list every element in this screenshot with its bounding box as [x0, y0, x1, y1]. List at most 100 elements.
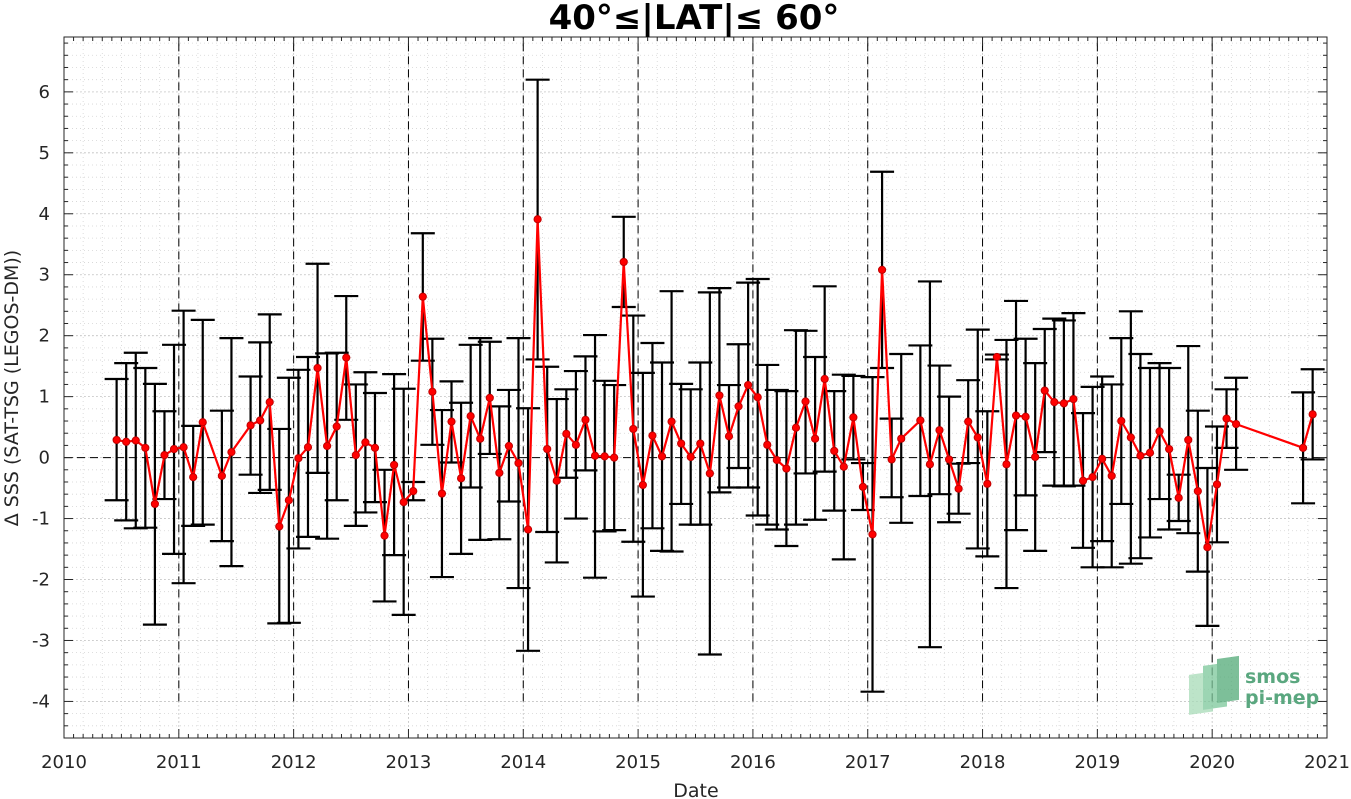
data-point [447, 417, 456, 426]
data-point [323, 441, 332, 451]
data-point [610, 453, 619, 462]
data-point [877, 265, 887, 274]
data-point [179, 443, 188, 452]
data-point [925, 460, 935, 469]
series-markers [112, 215, 1317, 552]
data-point [811, 434, 820, 443]
x-axis-label: Date [673, 780, 718, 799]
data-point [456, 474, 466, 483]
data-point [715, 391, 724, 400]
data-point [275, 522, 284, 531]
data-point [150, 499, 159, 509]
data-point [849, 413, 858, 422]
y-tick-label: 1 [39, 387, 50, 408]
data-point [791, 423, 801, 432]
x-tick-labels: 2010 2011 2012 2013 2014 2015 2016 2017 2018 2019… [41, 752, 1350, 773]
data-point [744, 380, 753, 390]
data-point [705, 469, 714, 478]
data-point [763, 440, 772, 449]
data-point [1136, 451, 1145, 460]
x-tick-label: 2018 [960, 752, 1006, 773]
data-point [600, 452, 609, 461]
data-point [897, 434, 906, 443]
data-point [332, 422, 341, 431]
data-point [112, 435, 121, 445]
data-point [782, 464, 791, 473]
data-point [916, 416, 925, 425]
data-point [1232, 419, 1241, 429]
data-point [964, 417, 973, 426]
data-point [303, 443, 313, 452]
y-axis-label: Δ SSS (SAT-TSG (LEGOS-DM)) [1, 250, 23, 526]
data-point [1021, 412, 1030, 421]
data-point [657, 452, 667, 461]
data-point [437, 489, 447, 498]
data-point [514, 458, 523, 468]
data-point [1222, 414, 1231, 423]
data-point [131, 436, 140, 445]
data-point [141, 443, 150, 452]
data-point [724, 432, 734, 441]
y-tick-label: -3 [32, 630, 50, 651]
data-point [361, 438, 370, 447]
data-point [552, 476, 561, 485]
y-tick-label: 5 [39, 143, 50, 164]
data-point [485, 393, 494, 402]
data-point [122, 437, 131, 446]
data-point [887, 455, 896, 464]
data-point [1040, 386, 1049, 395]
x-tick-label: 2012 [271, 752, 317, 773]
data-point [619, 257, 628, 267]
series-line [116, 218, 1314, 549]
data-point [294, 454, 303, 463]
data-point [409, 487, 418, 496]
plot-frame [63, 36, 1328, 739]
data-point [1212, 480, 1222, 489]
data-point [1088, 473, 1097, 482]
data-point [189, 473, 198, 482]
data-point [667, 417, 676, 426]
x-tick-label: 2021 [1304, 752, 1350, 773]
data-point [1174, 493, 1183, 502]
x-tick-label: 2015 [615, 752, 661, 773]
grid [64, 37, 1327, 739]
data-point [1069, 394, 1078, 404]
error-bar [573, 355, 598, 472]
data-point [753, 393, 762, 402]
data-point [868, 530, 877, 539]
data-point [571, 440, 580, 449]
data-point [1031, 452, 1040, 462]
data-point [1117, 416, 1126, 426]
data-point [495, 468, 504, 477]
data-point [351, 451, 360, 460]
x-tick-label: 2016 [730, 752, 776, 773]
data-point [581, 415, 590, 424]
data-point [476, 434, 485, 443]
data-point [1203, 543, 1212, 552]
data-point [1155, 427, 1164, 436]
x-tick-label: 2017 [845, 752, 891, 773]
data-point [1184, 435, 1193, 445]
data-point [198, 418, 207, 427]
data-point [562, 429, 571, 438]
data-point [1298, 443, 1308, 452]
data-point [954, 484, 963, 493]
x-tick-label: 2010 [41, 752, 87, 773]
data-point [839, 462, 848, 471]
data-point [1193, 487, 1202, 496]
data-point [1098, 454, 1107, 463]
data-point [830, 446, 839, 455]
data-point [944, 455, 954, 464]
data-point [992, 352, 1001, 362]
x-tick-label: 2020 [1189, 752, 1235, 773]
data-point [523, 525, 533, 534]
data-point [696, 439, 705, 448]
smos-pimep-logo: smos pi-mep [1189, 655, 1319, 715]
x-tick-label: 2014 [500, 752, 546, 773]
data-point [1308, 410, 1317, 419]
data-point [1002, 460, 1011, 469]
data-point [983, 479, 992, 488]
data-point [284, 496, 293, 505]
data-point [466, 412, 475, 421]
data-point [265, 398, 274, 407]
